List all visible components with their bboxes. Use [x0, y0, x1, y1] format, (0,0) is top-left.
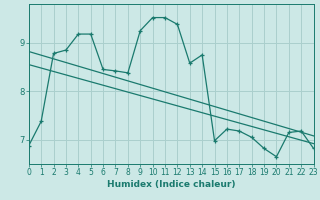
X-axis label: Humidex (Indice chaleur): Humidex (Indice chaleur)	[107, 180, 236, 189]
